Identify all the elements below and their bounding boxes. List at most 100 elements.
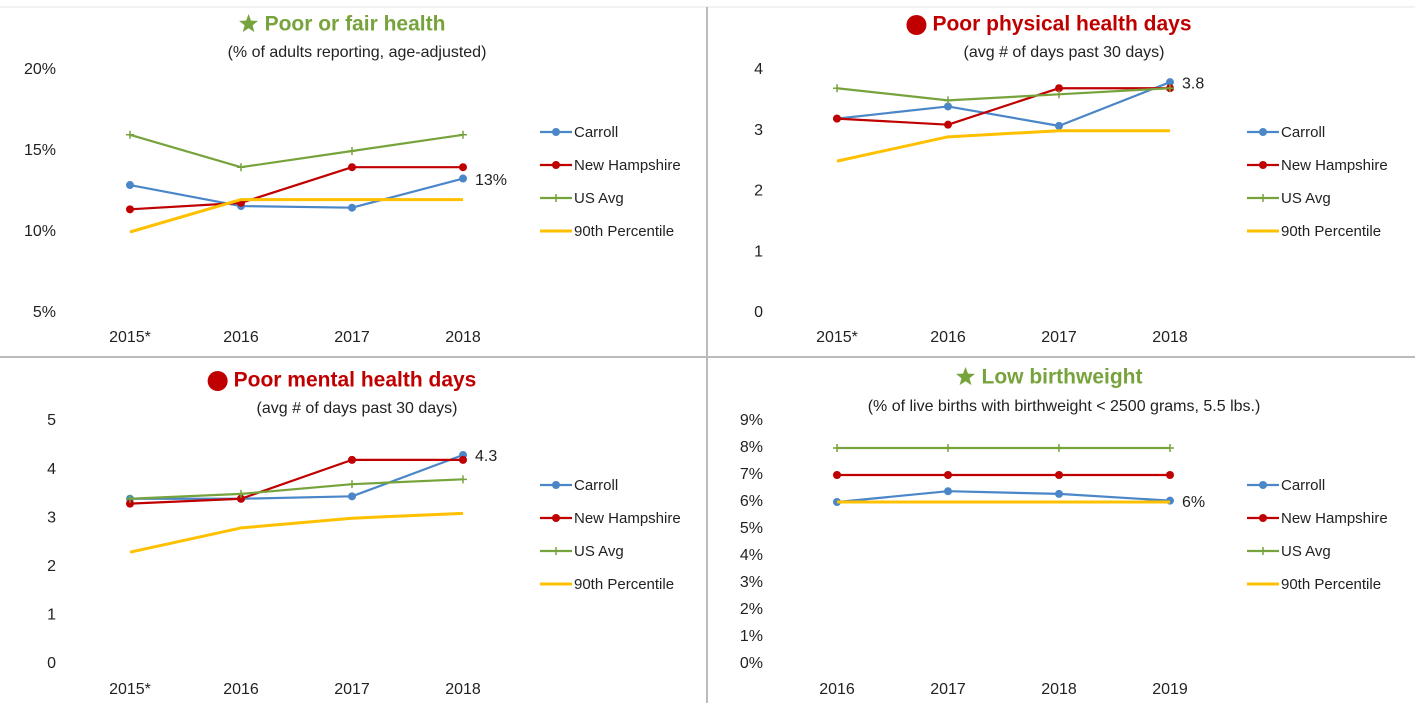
y-tick-label: 2	[754, 183, 763, 200]
y-tick-label: 7%	[740, 466, 763, 483]
point	[1166, 444, 1174, 452]
y-tick-label: 15%	[24, 142, 56, 159]
series-line	[130, 453, 464, 500]
y-tick-label: 6%	[740, 493, 763, 510]
point	[833, 114, 841, 123]
point	[459, 475, 467, 484]
point	[1166, 471, 1174, 479]
point	[833, 471, 841, 479]
point	[552, 161, 560, 169]
chart-title: Poor mental health days	[234, 369, 477, 392]
point	[552, 481, 560, 489]
point	[1166, 78, 1174, 87]
legend-label: US Avg	[574, 543, 624, 560]
point	[348, 147, 356, 155]
data-label: 13%	[475, 172, 507, 189]
x-tick-label: 2016	[819, 681, 855, 698]
series-line	[836, 81, 1171, 127]
point	[348, 480, 356, 489]
y-tick-label: 5	[47, 412, 56, 429]
point	[1259, 514, 1267, 522]
y-tick-label: 1%	[740, 628, 763, 645]
point	[348, 455, 356, 464]
y-tick-label: 4	[754, 61, 763, 78]
legend-label: 90th Percentile	[574, 576, 674, 593]
point	[459, 130, 467, 139]
chart-title: Poor physical health days	[932, 13, 1191, 36]
point	[126, 205, 134, 214]
y-tick-label: 3%	[740, 574, 763, 591]
y-tick-label: 10%	[24, 223, 56, 240]
chart-subtitle: (% of live births with birthweight < 250…	[868, 398, 1261, 415]
legend-label: 90th Percentile	[1281, 576, 1381, 593]
point	[1259, 161, 1267, 169]
y-tick-label: 2%	[740, 601, 763, 618]
point	[459, 174, 467, 183]
chart-subtitle: (% of adults reporting, age-adjusted)	[228, 44, 487, 61]
title-icon	[207, 371, 228, 391]
legend-label: New Hampshire	[574, 157, 681, 174]
x-tick-label: 2018	[445, 681, 481, 698]
y-tick-label: 4	[47, 461, 56, 478]
legend-label: Carroll	[1281, 477, 1325, 494]
series-line	[129, 198, 463, 234]
point	[126, 130, 134, 139]
point	[126, 494, 134, 503]
point	[944, 471, 952, 479]
point	[237, 489, 245, 498]
point	[1259, 128, 1267, 136]
y-tick-label: 9%	[740, 412, 763, 429]
point	[126, 499, 134, 508]
legend-label: Carroll	[1281, 124, 1325, 141]
series-line	[129, 177, 464, 209]
legend-label: New Hampshire	[574, 510, 681, 527]
point	[944, 96, 952, 105]
y-tick-label: 0	[754, 304, 763, 321]
y-tick-label: 4%	[740, 547, 763, 564]
x-tick-label: 2016	[223, 329, 259, 346]
point	[944, 444, 952, 452]
point	[944, 120, 952, 129]
point	[552, 514, 560, 522]
series-line	[129, 133, 464, 169]
y-tick-label: 8%	[740, 439, 763, 456]
point	[348, 203, 356, 212]
x-tick-label: 2017	[334, 681, 370, 698]
series-line	[129, 458, 463, 505]
data-label: 4.3	[475, 448, 497, 465]
point	[833, 444, 841, 452]
point	[552, 547, 560, 555]
series-line	[836, 87, 1170, 126]
point	[944, 102, 952, 111]
legend-label: Carroll	[574, 477, 618, 494]
x-tick-label: 2016	[223, 681, 259, 698]
y-tick-label: 1	[754, 243, 763, 260]
point	[1259, 194, 1267, 202]
legend-label: US Avg	[1281, 190, 1331, 207]
point	[1259, 481, 1267, 489]
y-tick-label: 0%	[740, 655, 763, 672]
point	[1055, 489, 1063, 498]
point	[237, 163, 245, 172]
legend-label: US Avg	[1281, 543, 1331, 560]
x-tick-label: 2019	[1152, 681, 1188, 698]
title-icon	[239, 14, 259, 33]
legend-label: 90th Percentile	[574, 223, 674, 240]
point	[1055, 84, 1063, 93]
y-tick-label: 5%	[740, 520, 763, 537]
chart-title: Poor or fair health	[265, 13, 446, 36]
y-tick-label: 5%	[33, 304, 56, 321]
point	[348, 492, 356, 501]
x-tick-label: 2017	[334, 329, 370, 346]
point	[1055, 444, 1063, 452]
chart-title: Low birthweight	[982, 366, 1143, 389]
point	[1166, 84, 1174, 93]
series-line	[836, 129, 1170, 163]
point	[552, 194, 560, 202]
point	[1055, 90, 1063, 99]
chart-subtitle: (avg # of days past 30 days)	[964, 44, 1165, 61]
chart-subtitle: (avg # of days past 30 days)	[257, 400, 458, 417]
x-tick-label: 2015*	[816, 329, 858, 346]
y-tick-label: 2	[47, 558, 56, 575]
